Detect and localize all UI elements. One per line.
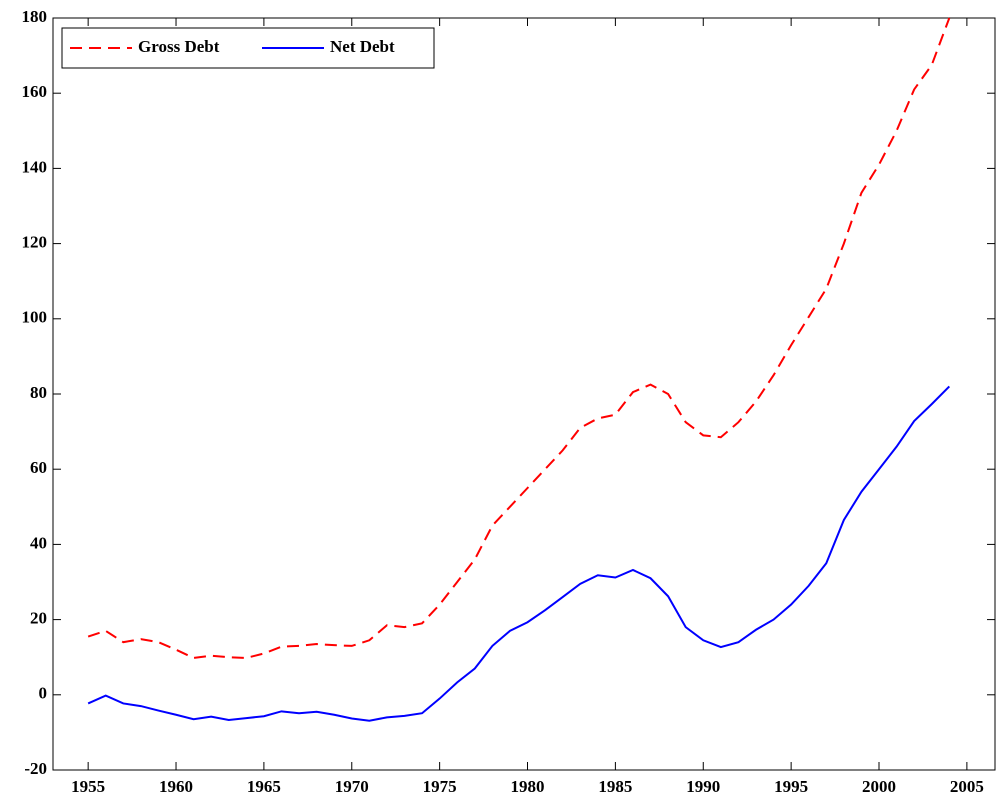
y-tick-label: 160: [22, 82, 48, 101]
x-tick-label: 1990: [686, 777, 720, 796]
y-tick-label: 0: [39, 684, 48, 703]
y-tick-label: 80: [30, 383, 47, 402]
x-tick-label: 2005: [950, 777, 984, 796]
x-tick-label: 1955: [71, 777, 105, 796]
legend-label: Net Debt: [330, 37, 395, 56]
series-line: [87, 17, 951, 659]
x-tick-label: 1985: [598, 777, 632, 796]
y-tick-label: 100: [22, 308, 48, 327]
x-tick-label: 1995: [774, 777, 808, 796]
x-tick-label: 2000: [862, 777, 896, 796]
x-tick-label: 1970: [335, 777, 369, 796]
y-tick-label: -20: [24, 759, 47, 778]
y-tick-label: 180: [22, 7, 48, 26]
y-tick-label: 60: [30, 458, 47, 477]
x-tick-label: 1960: [159, 777, 193, 796]
x-tick-label: 1975: [423, 777, 457, 796]
legend-box: [61, 27, 435, 69]
series-line: [87, 385, 951, 722]
legend-label: Gross Debt: [138, 37, 220, 56]
y-tick-label: 140: [22, 157, 48, 176]
x-tick-label: 1965: [247, 777, 281, 796]
y-tick-label: 20: [30, 609, 47, 628]
y-tick-label: 120: [22, 233, 48, 252]
x-tick-label: 1980: [511, 777, 545, 796]
y-tick-label: 40: [30, 533, 47, 552]
